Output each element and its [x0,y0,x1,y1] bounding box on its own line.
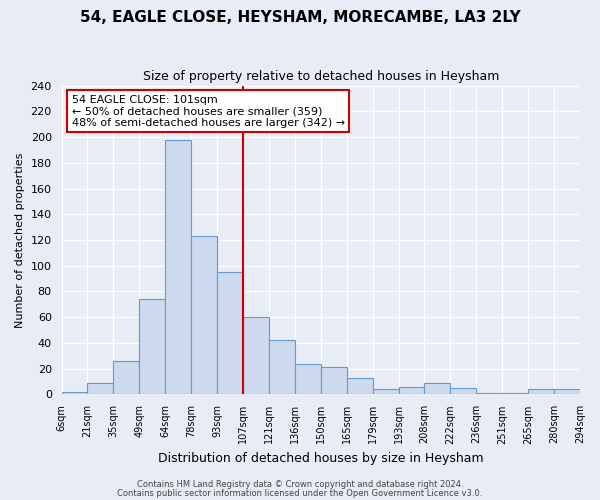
Bar [502,393,528,394]
Bar [113,361,139,394]
X-axis label: Distribution of detached houses by size in Heysham: Distribution of detached houses by size … [158,452,484,465]
Bar [321,368,347,394]
Bar [243,317,269,394]
Bar [165,140,191,394]
Y-axis label: Number of detached properties: Number of detached properties [15,152,25,328]
Bar [424,383,451,394]
Bar [554,390,580,394]
Text: Contains HM Land Registry data © Crown copyright and database right 2024.: Contains HM Land Registry data © Crown c… [137,480,463,489]
Bar [451,388,476,394]
Bar [191,236,217,394]
Bar [476,393,502,394]
Text: Contains public sector information licensed under the Open Government Licence v3: Contains public sector information licen… [118,488,482,498]
Bar [139,299,165,394]
Bar [217,272,243,394]
Bar [398,386,424,394]
Bar [88,383,113,394]
Bar [528,390,554,394]
Bar [269,340,295,394]
Bar [347,378,373,394]
Bar [295,364,321,394]
Text: 54 EAGLE CLOSE: 101sqm
← 50% of detached houses are smaller (359)
48% of semi-de: 54 EAGLE CLOSE: 101sqm ← 50% of detached… [72,95,345,128]
Title: Size of property relative to detached houses in Heysham: Size of property relative to detached ho… [143,70,499,83]
Bar [62,392,88,394]
Text: 54, EAGLE CLOSE, HEYSHAM, MORECAMBE, LA3 2LY: 54, EAGLE CLOSE, HEYSHAM, MORECAMBE, LA3… [80,10,520,25]
Bar [373,390,398,394]
